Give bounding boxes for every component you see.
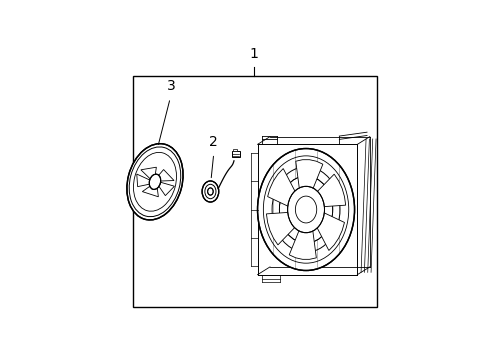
Polygon shape	[156, 170, 174, 181]
Ellipse shape	[126, 144, 183, 220]
Polygon shape	[311, 174, 345, 207]
Polygon shape	[266, 212, 300, 245]
Polygon shape	[142, 185, 158, 197]
Text: 3: 3	[167, 79, 176, 93]
Ellipse shape	[202, 181, 218, 202]
Bar	[233, 149, 236, 151]
Text: 1: 1	[249, 47, 258, 61]
Bar	[231, 151, 240, 157]
Polygon shape	[141, 167, 156, 179]
Text: 2: 2	[208, 135, 217, 149]
Bar	[133, 76, 376, 307]
Ellipse shape	[257, 149, 354, 270]
Polygon shape	[295, 160, 322, 197]
Polygon shape	[137, 174, 150, 186]
Ellipse shape	[149, 174, 161, 189]
Polygon shape	[288, 222, 316, 259]
Ellipse shape	[279, 176, 332, 243]
Polygon shape	[158, 183, 174, 195]
Polygon shape	[267, 168, 298, 210]
Polygon shape	[312, 210, 344, 251]
Ellipse shape	[287, 186, 324, 233]
Ellipse shape	[207, 188, 213, 195]
